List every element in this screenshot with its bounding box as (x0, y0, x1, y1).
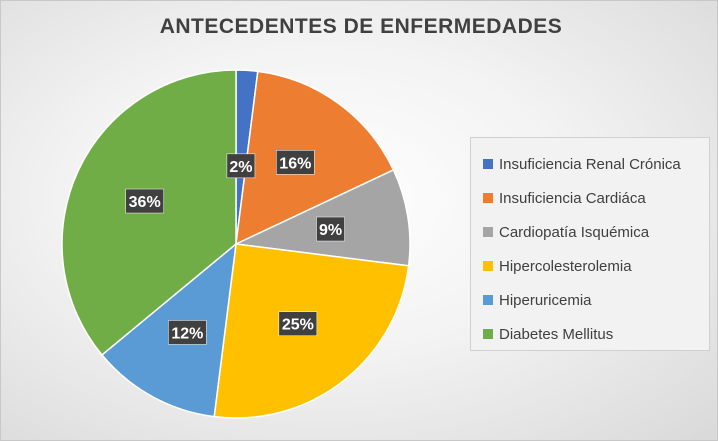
data-label-diabetes-mellitus: 36% (125, 188, 164, 214)
legend: Insuficiencia Renal Crónica Insuficiencia… (470, 137, 710, 351)
data-label-text: 36% (129, 194, 161, 211)
chart-title: ANTECEDENTES DE ENFERMEDADES (159, 15, 563, 38)
data-label-box (316, 216, 345, 242)
legend-label: Hiperuricemia (499, 291, 592, 309)
data-label-hipercolesterolemia: 25% (278, 311, 318, 336)
legend-swatch (483, 329, 493, 339)
data-label-box (276, 150, 315, 175)
legend-label: Diabetes Mellitus (499, 325, 614, 343)
legend-item-hiperuricemia: Hiperuricemia (483, 283, 709, 317)
legend-item-insuficiencia-cardiaca: Insuficiencia Cardiáca (483, 181, 709, 215)
legend-label: Insuficiencia Renal Crónica (499, 155, 681, 173)
data-label-text: 9% (319, 222, 342, 239)
legend-swatch (483, 295, 493, 305)
data-label-box (168, 320, 207, 345)
legend-swatch (483, 193, 493, 203)
legend-item-cardiopatia-isquemica: Cardiopatía Isquémica (483, 215, 709, 249)
data-label-insuficiencia-cardiaca: 16% (276, 150, 315, 175)
data-label-text: 12% (171, 325, 203, 342)
legend-swatch (483, 159, 493, 169)
data-label-hiperuricemia: 12% (168, 320, 207, 345)
data-label-text: 2% (229, 159, 252, 176)
legend-label: Insuficiencia Cardiáca (499, 189, 646, 207)
data-label-cardiopatia-isquemica: 9% (316, 216, 345, 242)
data-label-insuficiencia-renal-cronica: 2% (226, 153, 256, 179)
legend-item-insuficiencia-renal-cronica: Insuficiencia Renal Crónica (483, 147, 709, 181)
pie-slice-insuficiencia-cardiaca (235, 70, 395, 246)
data-label-box (125, 188, 164, 214)
legend-item-hipercolesterolemia: Hipercolesterolemia (483, 249, 709, 283)
legend-item-diabetes-mellitus: Diabetes Mellitus (483, 317, 709, 351)
legend-swatch (483, 261, 493, 271)
data-label-box (226, 153, 256, 179)
data-label-box (278, 311, 318, 336)
legend-swatch (483, 227, 493, 237)
legend-label: Hipercolesterolemia (499, 257, 632, 275)
data-label-text: 16% (279, 155, 311, 172)
legend-label: Cardiopatía Isquémica (499, 223, 650, 241)
data-label-text: 25% (282, 317, 314, 334)
